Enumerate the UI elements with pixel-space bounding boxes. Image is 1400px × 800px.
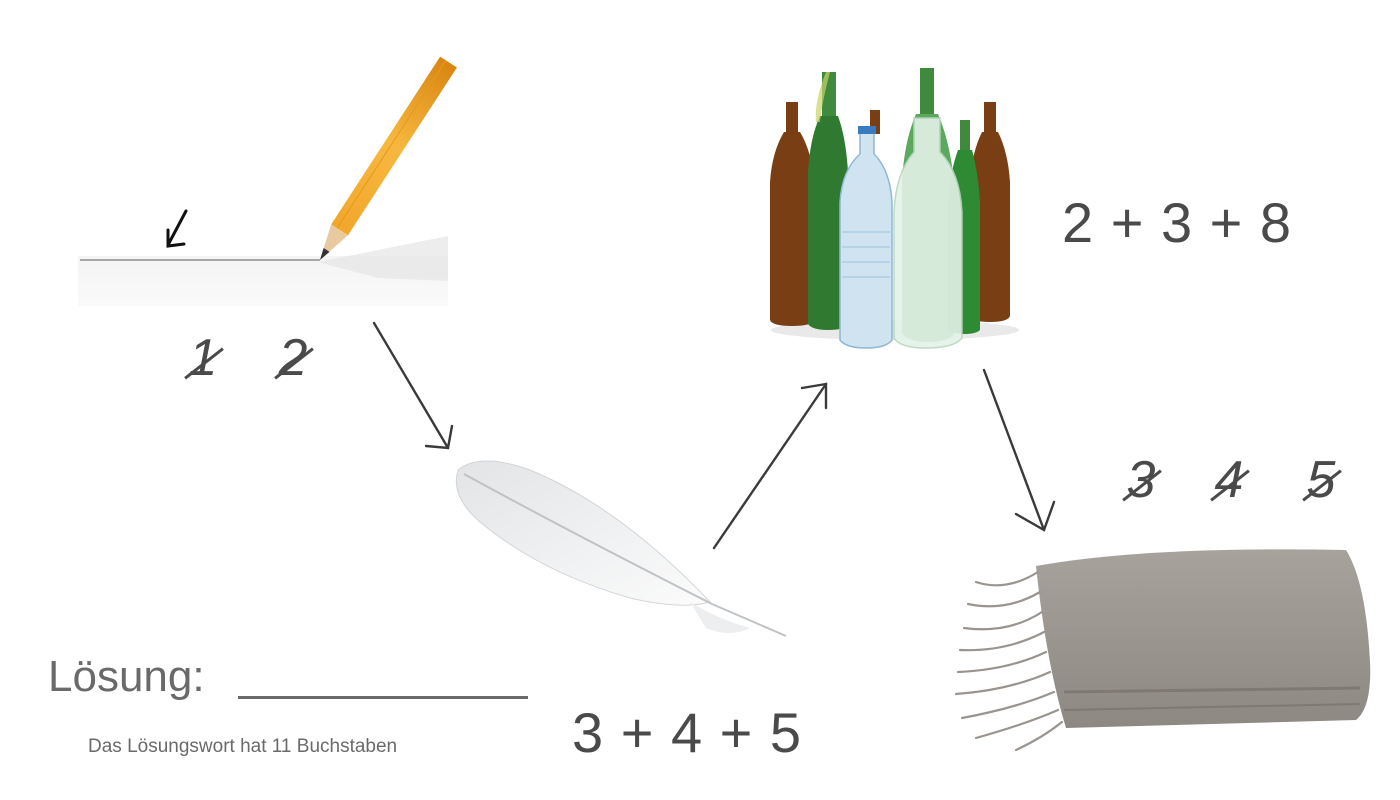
crossed-number: 5 — [1296, 450, 1346, 510]
solution-answer-line[interactable] — [238, 696, 528, 699]
bottles-sum: 2 + 3 + 8 — [1062, 191, 1293, 254]
arrow-icon — [372, 321, 454, 450]
bottles-picture — [764, 62, 1026, 354]
crossed-number: 2 — [268, 328, 318, 388]
solution-label: Lösung: — [48, 652, 205, 701]
feather-picture — [450, 452, 800, 657]
arrow-icon — [166, 209, 188, 248]
crossed-number: 1 — [178, 328, 228, 388]
blanket-illustration — [954, 549, 1371, 752]
feather-illustration — [455, 460, 787, 637]
bottles-illustration — [770, 68, 1019, 349]
crossed-number: 3 — [1116, 450, 1166, 510]
pencil-line-illustration — [78, 56, 457, 306]
feather-sum: 3 + 4 + 5 — [572, 701, 803, 764]
crossed-number: 4 — [1204, 450, 1254, 510]
arrow-icon — [982, 368, 1056, 532]
blanket-picture — [946, 542, 1378, 757]
pencil-line-picture — [78, 56, 457, 311]
solution-hint: Das Lösungswort hat 11 Buchstaben — [88, 736, 398, 757]
